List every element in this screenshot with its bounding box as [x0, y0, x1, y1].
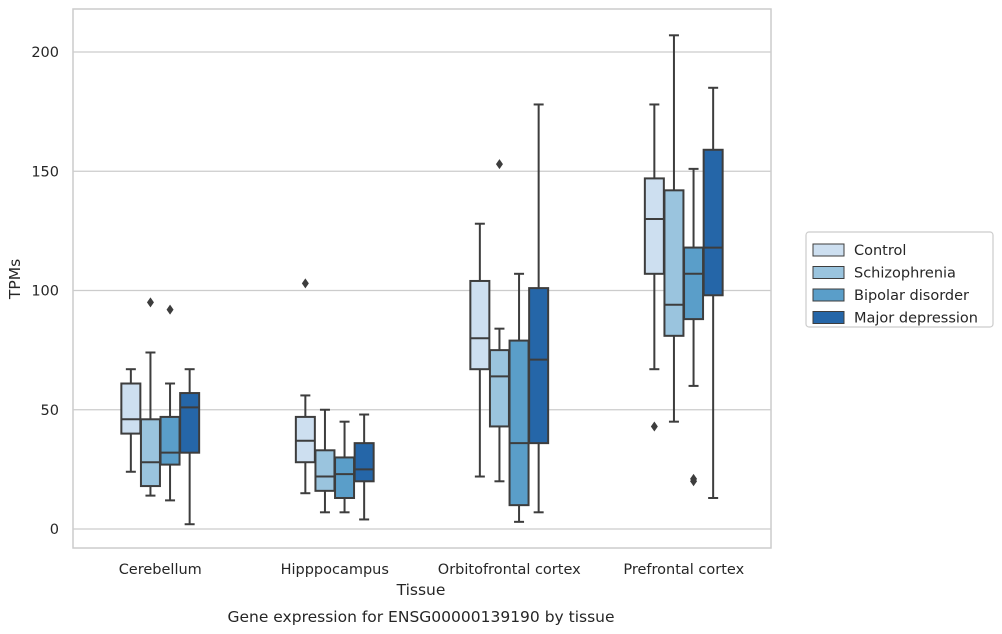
box-major-depression-2 — [528, 103, 550, 514]
box-control-1 — [294, 278, 316, 495]
legend-frame — [805, 231, 994, 328]
outlier-point — [650, 421, 658, 432]
outlier-point — [146, 297, 154, 308]
x-tick-label: Cerebellum — [119, 562, 202, 578]
iqr-box — [469, 279, 491, 371]
outlier-point — [690, 473, 698, 484]
iqr-box — [663, 189, 685, 337]
chart-caption: Gene expression for ENSG00000139190 by t… — [227, 608, 614, 626]
box-bipolar-disorder-2 — [508, 272, 530, 523]
plot-area-frame — [72, 8, 772, 549]
box-major-depression-0 — [179, 368, 201, 526]
iqr-box — [488, 349, 510, 428]
iqr-box — [179, 392, 201, 454]
legend-swatch — [812, 288, 845, 302]
x-axis-title: Tissue — [396, 581, 446, 599]
box-schizophrenia-1 — [314, 408, 336, 514]
legend: Control Schizophrenia Bipolar disorder Majo… — [805, 231, 994, 328]
box-major-depression-3 — [702, 86, 724, 499]
legend-label: Control — [854, 243, 906, 259]
iqr-box — [643, 177, 665, 275]
box-bipolar-disorder-0 — [159, 304, 181, 502]
x-tick-labels: Cerebellum Hipppocampus Orbitofrontal cort… — [119, 562, 745, 578]
iqr-box — [702, 148, 724, 297]
iqr-box — [334, 456, 356, 499]
outlier-point — [495, 159, 503, 170]
iqr-box — [353, 442, 375, 483]
legend-swatch — [812, 266, 845, 279]
legend-label: Bipolar disorder — [854, 288, 969, 304]
y-tick-labels: 0 50 100 150 200 — [31, 45, 59, 538]
box-control-3 — [643, 103, 665, 432]
box-bipolar-disorder-1 — [334, 420, 356, 514]
x-tick-label: Prefrontal cortex — [623, 562, 744, 578]
iqr-box — [508, 339, 530, 507]
outlier-point — [166, 304, 174, 315]
box-schizophrenia-3 — [663, 34, 685, 423]
box-control-0 — [120, 368, 142, 473]
x-tick-label: Hipppocampus — [281, 562, 389, 578]
box-control-2 — [469, 222, 491, 478]
x-tick-label: Orbitofrontal cortex — [438, 562, 581, 578]
y-tick-label: 200 — [31, 45, 59, 61]
y-tick-label: 50 — [41, 403, 59, 419]
legend-label: Schizophrenia — [854, 266, 956, 282]
iqr-box — [120, 382, 142, 435]
iqr-box — [159, 415, 181, 466]
legend-swatch — [812, 243, 845, 257]
outlier-point — [301, 278, 309, 289]
y-tick-label: 150 — [31, 164, 59, 180]
box-plot-series — [120, 34, 724, 526]
box-major-depression-1 — [353, 413, 375, 521]
iqr-box — [528, 287, 550, 445]
iqr-box — [139, 418, 161, 488]
iqr-box — [294, 415, 316, 464]
plot-border — [72, 8, 772, 549]
legend-label: Major depression — [854, 311, 978, 327]
y-tick-label: 0 — [50, 522, 59, 538]
y-axis-title: TPMs — [6, 259, 24, 300]
legend-swatch — [812, 311, 845, 324]
iqr-box — [314, 449, 336, 492]
box-schizophrenia-0 — [139, 297, 161, 497]
iqr-box — [683, 246, 705, 321]
y-tick-label: 100 — [31, 284, 59, 300]
box-schizophrenia-2 — [488, 159, 510, 483]
box-bipolar-disorder-3 — [683, 167, 705, 487]
